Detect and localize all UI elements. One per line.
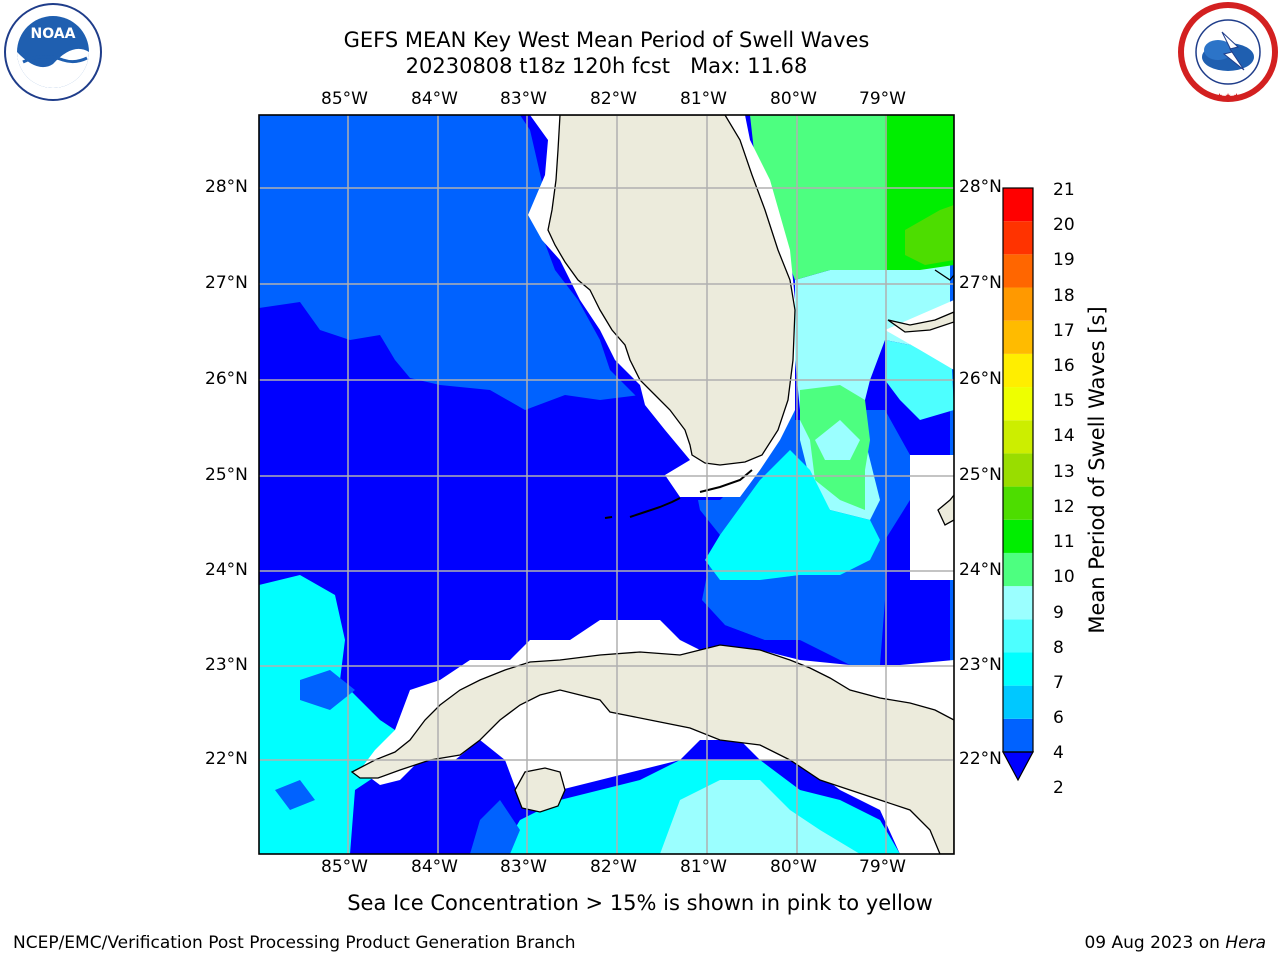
colorbar-bin-2-4: [1003, 718, 1033, 752]
colorbar-bin-11-12: [1003, 486, 1033, 520]
lat-label-right-27n: 27°N: [959, 273, 1002, 293]
nws-logo-icon: ★ ★ ★: [1178, 2, 1278, 102]
map-frame: [258, 114, 955, 855]
lat-label-right-28n: 28°N: [959, 177, 1002, 197]
colorbar-tick-10: 10: [1053, 567, 1075, 587]
colorbar: [1001, 187, 1035, 782]
colorbar-bin-9-10: [1003, 552, 1033, 587]
colorbar-under-triangle: [1001, 751, 1035, 782]
colorbar-tick-2: 2: [1053, 778, 1064, 798]
colorbar-bin-16-17: [1003, 320, 1033, 354]
lon-label-bottom-82w: 82°W: [590, 857, 637, 877]
nws-logo: ★ ★ ★: [1178, 2, 1278, 102]
ocean-contour-2-4-west: [275, 670, 355, 810]
lon-label-bottom-83w: 83°W: [500, 857, 547, 877]
colorbar-bins: [1003, 188, 1033, 752]
colorbar-tick-7: 7: [1053, 673, 1064, 693]
land-florida: [547, 115, 796, 466]
lon-label-top-81w: 81°W: [680, 89, 727, 109]
colorbar-bin-20-21: [1003, 188, 1033, 222]
colorbar-tick-20: 20: [1053, 215, 1075, 235]
colorbar-bin-12-13: [1003, 453, 1033, 487]
lon-label-bottom-85w: 85°W: [321, 857, 368, 877]
colorbar-tick-4: 4: [1053, 743, 1064, 763]
colorbar-tick-8: 8: [1053, 638, 1064, 658]
colorbar-tick-21: 21: [1053, 180, 1075, 200]
land-grand-bahama: [887, 311, 954, 333]
run-credit: 09 Aug 2023 on Hera: [1084, 933, 1266, 953]
colorbar-tick-9: 9: [1053, 603, 1064, 623]
lat-label-left-23n: 23°N: [205, 655, 248, 675]
ocean-contour-2-4-keys: [705, 575, 855, 650]
lon-label-top-80w: 80°W: [770, 89, 817, 109]
lon-label-top-79w: 79°W: [859, 89, 906, 109]
svg-text:★ ★ ★: ★ ★ ★: [1216, 92, 1239, 100]
map-subtitle: 20230808 t18z 120h fcst Max: 11.68: [405, 54, 808, 78]
colorbar-bin-10-11: [1003, 519, 1033, 553]
noaa-logo: NOAA: [3, 2, 103, 102]
lat-label-left-22n: 22°N: [205, 749, 248, 769]
colorbar-bin-19-20: [1003, 221, 1033, 255]
colorbar-bin-15-16: [1003, 353, 1033, 388]
colorbar-bin-18-19: [1003, 254, 1033, 288]
lat-label-left-28n: 28°N: [205, 177, 248, 197]
noaa-logo-text: NOAA: [31, 26, 76, 42]
run-host: Hera: [1225, 933, 1266, 953]
colorbar-tick-14: 14: [1053, 426, 1075, 446]
ocean-contour-8-9-patch: [815, 420, 860, 460]
lon-label-top-83w: 83°W: [500, 89, 547, 109]
colorbar-tick-13: 13: [1053, 462, 1075, 482]
ocean-contour-4-6-keys: [705, 450, 880, 580]
lat-label-left-25n: 25°N: [205, 465, 248, 485]
ocean-contour-11-12-east: [905, 205, 954, 265]
colorbar-tick-18: 18: [1053, 286, 1075, 306]
colorbar-tick-15: 15: [1053, 391, 1075, 411]
lon-label-bottom-79w: 79°W: [859, 857, 906, 877]
lon-label-top-82w: 82°W: [590, 89, 637, 109]
lat-label-left-27n: 27°N: [205, 273, 248, 293]
colorbar-tick-6: 6: [1053, 708, 1064, 728]
colorbar-tick-11: 11: [1053, 532, 1075, 552]
lat-label-right-24n: 24°N: [959, 560, 1002, 580]
colorbar-bin-7-8: [1003, 619, 1033, 653]
lat-label-left-24n: 24°N: [205, 560, 248, 580]
lat-label-right-23n: 23°N: [959, 655, 1002, 675]
colorbar-frame: [1002, 187, 1034, 753]
lon-label-bottom-84w: 84°W: [411, 857, 458, 877]
colorbar-bin-4-6: [1003, 685, 1033, 719]
map-gridlines: [259, 115, 954, 854]
lon-label-bottom-80w: 80°W: [770, 857, 817, 877]
colorbar-label: Mean Period of Swell Waves [s]: [1085, 306, 1109, 634]
lat-label-right-22n: 22°N: [959, 749, 1002, 769]
lon-label-top-85w: 85°W: [321, 89, 368, 109]
shelf-no-data-bahamas: [885, 300, 954, 580]
lon-label-bottom-81w: 81°W: [680, 857, 727, 877]
land-abaco: [934, 269, 954, 281]
colorbar-bin-13-14: [1003, 420, 1033, 454]
ocean-contour-8-9-south: [660, 780, 860, 854]
colorbar-tick-19: 19: [1053, 250, 1075, 270]
noaa-logo-icon: NOAA: [4, 3, 102, 101]
colorbar-bin-17-18: [1003, 287, 1033, 321]
colorbar-tick-17: 17: [1053, 321, 1075, 341]
land-andros: [937, 493, 954, 526]
sea-ice-note: Sea Ice Concentration > 15% is shown in …: [347, 891, 933, 915]
land-florida-keys: [604, 469, 753, 519]
colorbar-tick-16: 16: [1053, 356, 1075, 376]
lat-label-right-26n: 26°N: [959, 369, 1002, 389]
lat-label-left-26n: 26°N: [205, 369, 248, 389]
colorbar-bin-14-15: [1003, 387, 1033, 421]
colorbar-tick-12: 12: [1053, 497, 1075, 517]
colorbar-bin-8-9: [1003, 586, 1033, 620]
lon-label-top-84w: 84°W: [411, 89, 458, 109]
run-date: 09 Aug 2023 on: [1084, 933, 1226, 953]
map-title: GEFS MEAN Key West Mean Period of Swell …: [343, 28, 870, 52]
colorbar-bin-6-7: [1003, 652, 1033, 686]
lat-label-right-25n: 25°N: [959, 465, 1002, 485]
producer-credit: NCEP/EMC/Verification Post Processing Pr…: [13, 933, 576, 953]
